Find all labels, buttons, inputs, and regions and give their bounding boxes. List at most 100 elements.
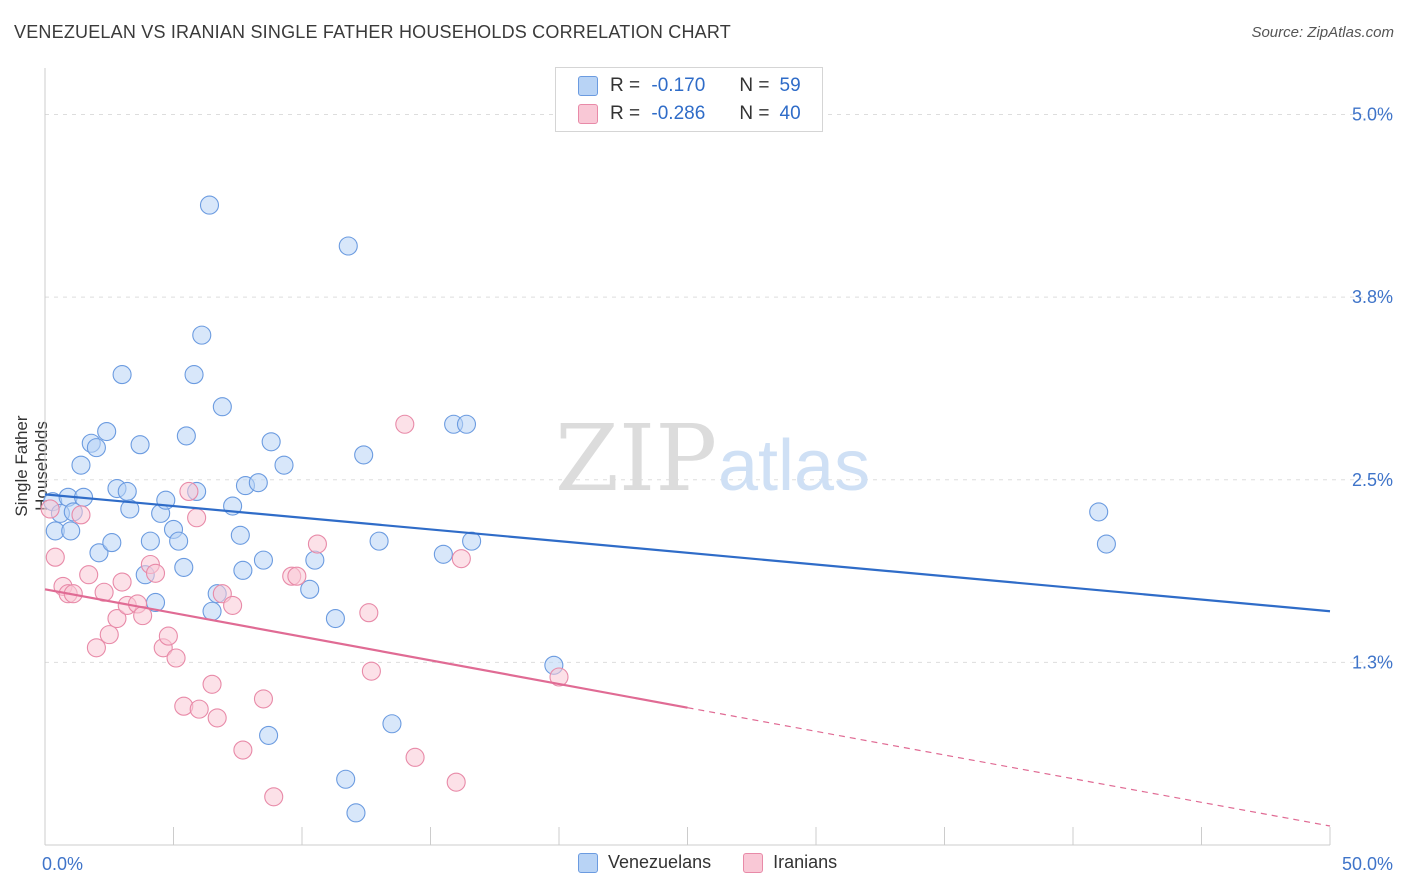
point-venezuelans <box>336 769 356 789</box>
point-iranians <box>189 699 209 719</box>
stats-n-value: 40 <box>779 103 801 124</box>
point-iranians <box>145 563 166 583</box>
point-iranians <box>166 648 186 668</box>
data-points <box>40 195 1116 823</box>
point-venezuelans <box>174 557 194 577</box>
stats-n-label: N = <box>739 75 770 96</box>
point-venezuelans <box>117 481 137 501</box>
stats-swatch-venezuelans <box>578 76 598 96</box>
point-venezuelans <box>338 236 358 256</box>
y-tick-label: 3.8% <box>1352 287 1393 307</box>
y-tick-label: 2.5% <box>1352 470 1393 490</box>
point-iranians <box>307 534 327 554</box>
axes <box>44 68 1331 846</box>
point-iranians <box>107 609 127 629</box>
stats-row-venezuelans: R = -0.170 N = 59 <box>578 75 801 97</box>
point-venezuelans <box>456 414 477 434</box>
point-venezuelans <box>253 550 274 570</box>
point-iranians <box>359 603 379 623</box>
stats-r-label: R = <box>610 103 641 124</box>
point-iranians <box>99 625 119 645</box>
watermark: ZIP atlas <box>555 405 870 512</box>
stats-r-label: R = <box>610 75 641 96</box>
chart-title: VENEZUELAN VS IRANIAN SINGLE FATHER HOUS… <box>14 22 731 42</box>
point-iranians <box>446 772 466 792</box>
point-venezuelans <box>71 455 91 475</box>
stats-n-value: 59 <box>779 75 801 96</box>
point-venezuelans <box>112 365 132 385</box>
point-venezuelans <box>1089 502 1109 522</box>
point-venezuelans <box>325 609 345 629</box>
point-venezuelans <box>176 426 196 446</box>
point-venezuelans <box>433 544 453 564</box>
point-venezuelans <box>305 550 325 570</box>
point-venezuelans <box>89 543 109 563</box>
trend-line-venezuelans <box>44 493 1331 613</box>
y-tick-label: 1.3% <box>1352 652 1393 672</box>
point-iranians <box>174 696 194 716</box>
point-venezuelans <box>369 531 389 551</box>
stats-legend: R = -0.170 N = 59 R = -0.286 N = 40 <box>555 67 823 132</box>
tick-labels: 1.3% 2.5% 3.8% 5.0% 0.0% 50.0% <box>42 105 1393 874</box>
stats-row-iranians: R = -0.286 N = 40 <box>578 103 801 125</box>
point-venezuelans <box>61 521 81 541</box>
legend-swatch-venezuelans <box>578 852 598 873</box>
stats-n-label: N = <box>739 103 770 124</box>
point-iranians <box>71 505 91 525</box>
point-venezuelans <box>212 397 232 417</box>
legend-item-venezuelans[interactable]: Venezuelans <box>578 852 711 873</box>
point-venezuelans <box>130 435 150 455</box>
point-iranians <box>451 549 471 569</box>
source-label: Source: ZipAtlas.com <box>1251 24 1394 41</box>
point-iranians <box>223 595 243 615</box>
point-iranians <box>361 661 381 681</box>
legend-label-venezuelans: Venezuelans <box>608 852 712 872</box>
point-venezuelans <box>382 714 402 734</box>
trend-line-dashed-iranians <box>687 707 1331 827</box>
point-venezuelans <box>259 725 279 745</box>
point-iranians <box>112 572 132 592</box>
watermark-zip: ZIP <box>555 405 717 512</box>
series-legend: Venezuelans Iranians <box>578 852 869 873</box>
point-venezuelans <box>86 438 106 458</box>
point-iranians <box>549 667 569 687</box>
point-venezuelans <box>199 195 220 215</box>
grid-lines <box>45 114 1395 663</box>
point-iranians <box>79 565 99 585</box>
point-iranians <box>202 674 222 694</box>
point-venezuelans <box>120 499 140 519</box>
point-venezuelans <box>140 531 160 551</box>
point-venezuelans <box>261 432 281 452</box>
point-iranians <box>158 626 178 646</box>
point-iranians <box>40 499 60 519</box>
stats-r-value: -0.170 <box>651 75 706 96</box>
legend-item-iranians[interactable]: Iranians <box>743 852 837 873</box>
point-venezuelans <box>230 525 250 545</box>
point-venezuelans <box>184 365 204 385</box>
point-iranians <box>187 508 207 528</box>
point-iranians <box>287 566 307 586</box>
point-venezuelans <box>233 560 253 580</box>
point-iranians <box>179 481 199 501</box>
y-tick-label: 5.0% <box>1352 105 1393 125</box>
point-venezuelans <box>274 455 294 475</box>
trend-line-iranians <box>44 588 688 709</box>
point-venezuelans <box>169 531 189 551</box>
point-iranians <box>86 638 106 658</box>
point-iranians <box>264 787 284 807</box>
stats-r-value: -0.286 <box>651 103 706 124</box>
point-venezuelans <box>192 325 212 345</box>
x-tick-label: 0.0% <box>42 854 83 874</box>
point-venezuelans <box>97 422 117 442</box>
point-iranians <box>233 740 253 760</box>
point-venezuelans <box>248 473 268 493</box>
point-venezuelans <box>1096 534 1116 554</box>
x-tick-label: 50.0% <box>1342 854 1393 874</box>
point-venezuelans <box>300 579 320 599</box>
point-iranians <box>207 708 227 728</box>
point-iranians <box>395 414 415 434</box>
legend-swatch-iranians <box>743 852 764 873</box>
point-iranians <box>45 547 65 567</box>
legend-label-iranians: Iranians <box>773 852 838 872</box>
